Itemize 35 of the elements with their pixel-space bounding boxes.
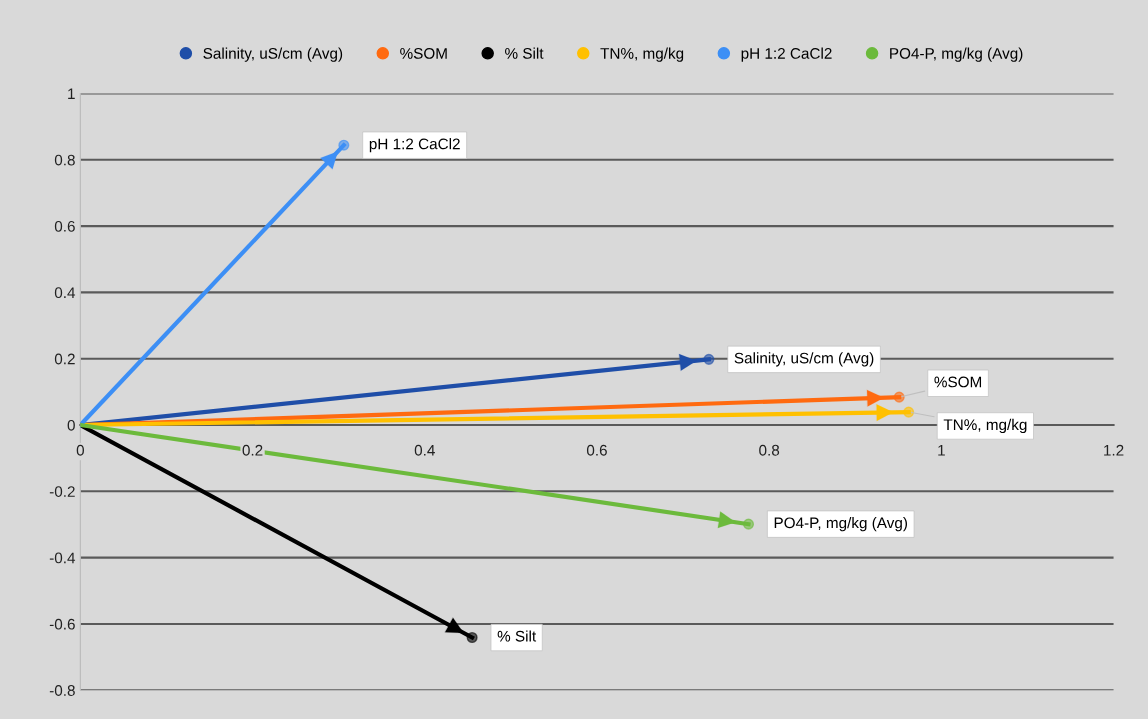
x-tick-label: 0.2 bbox=[242, 444, 263, 456]
x-tick-label: 1.2 bbox=[1104, 444, 1124, 456]
text: Salinity, uS/cm (Avg) bbox=[734, 352, 874, 367]
point bbox=[742, 518, 755, 530]
y-tick-label: 0.8 bbox=[54, 154, 75, 166]
text: TN%, mg/kg bbox=[943, 418, 1027, 434]
legend-label: TN%, mg/kg bbox=[600, 47, 684, 62]
x-tick-label: 0 bbox=[76, 444, 85, 456]
point bbox=[903, 406, 915, 418]
y-tick-label: 0.4 bbox=[54, 287, 76, 299]
legend-label: pH 1:2 CaCl2 bbox=[741, 47, 832, 62]
x-tick-label: 0.6 bbox=[586, 444, 607, 456]
text: %SOM bbox=[934, 376, 982, 388]
point bbox=[703, 353, 715, 365]
text: % Silt bbox=[497, 630, 537, 642]
legend-label: Salinity, uS/cm (Avg) bbox=[203, 47, 343, 62]
x-tick-label: 0.8 bbox=[759, 444, 780, 456]
legend-label: %SOM bbox=[400, 47, 447, 59]
y-tick-label: 0 bbox=[67, 419, 75, 431]
legend-label: PO4-P, mg/kg (Avg) bbox=[890, 47, 1023, 62]
y-tick-label: 0.6 bbox=[54, 220, 75, 232]
text: pH 1:2 CaCl2 bbox=[369, 138, 460, 153]
y-tick-label: -0.8 bbox=[49, 685, 75, 696]
y-tick-label: 0.2 bbox=[54, 353, 75, 365]
y-tick-label: -0.6 bbox=[49, 618, 75, 630]
point bbox=[893, 391, 905, 403]
y-tick-label: 1 bbox=[68, 88, 75, 100]
x-tick-label: 0.4 bbox=[414, 444, 435, 456]
point bbox=[338, 139, 350, 151]
y-tick-label: -0.4 bbox=[49, 552, 76, 564]
x-tick-label: 1 bbox=[938, 445, 945, 456]
text: PO4-P, mg/kg (Avg) bbox=[774, 517, 907, 532]
legend-label: % Silt bbox=[505, 47, 544, 59]
point bbox=[466, 631, 478, 644]
y-tick-label: -0.2 bbox=[49, 486, 75, 497]
